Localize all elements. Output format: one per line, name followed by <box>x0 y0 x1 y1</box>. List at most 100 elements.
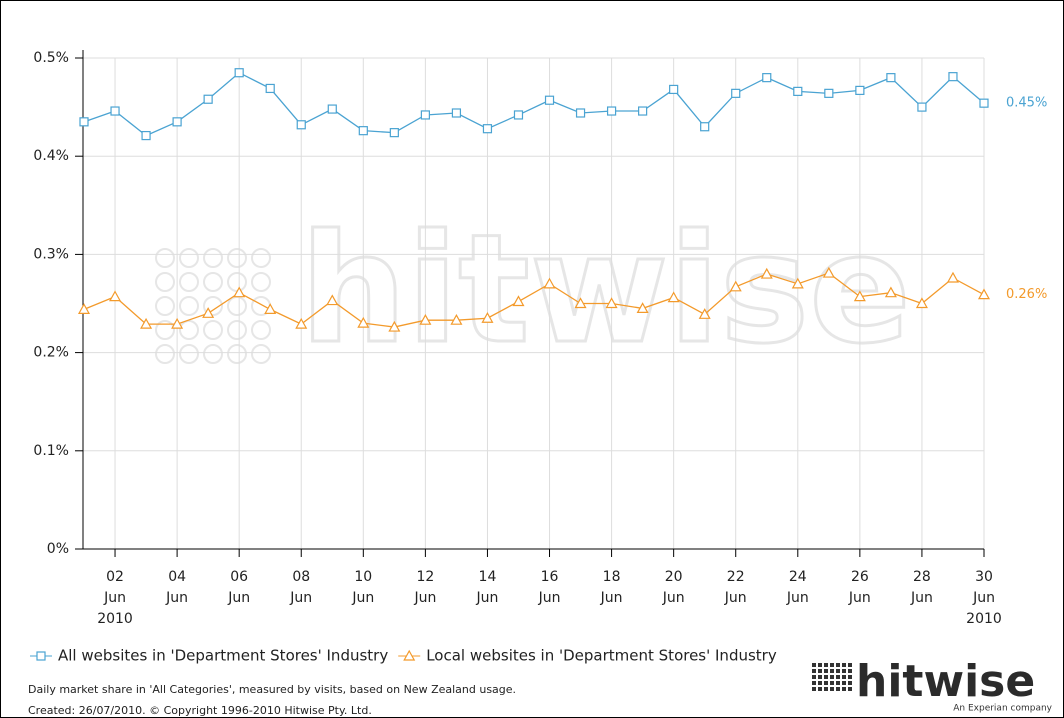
watermark-dot <box>227 344 247 364</box>
logo-dot <box>830 681 834 685</box>
x-tick-label: Jun <box>786 590 809 606</box>
series-line <box>83 71 985 137</box>
logo-dot <box>842 669 846 673</box>
x-tick-label: 16 <box>541 569 559 585</box>
logo-dot <box>818 681 822 685</box>
logo-dot <box>830 669 834 673</box>
x-tick-label: 10 <box>354 569 372 585</box>
x-tick-label: Jun <box>848 590 871 606</box>
logo-dot <box>842 681 846 685</box>
x-tick-label: Jun <box>103 590 126 606</box>
logo-dot <box>824 675 828 679</box>
logo-dot <box>830 675 834 679</box>
x-tick-label: Jun <box>538 590 561 606</box>
marker <box>172 117 182 127</box>
logo-dot <box>836 675 840 679</box>
watermark-dot <box>155 272 175 292</box>
marker <box>575 108 586 118</box>
x-tick-label: Jun <box>289 590 312 606</box>
x-tick-label: Jun <box>972 590 995 606</box>
marker <box>513 110 524 120</box>
logo-dot <box>818 669 822 673</box>
x-tick-label: Jun <box>476 590 499 606</box>
marker <box>403 649 416 661</box>
watermark-dot <box>155 296 175 316</box>
x-tick-label: 28 <box>913 569 931 585</box>
x-tick-label: 14 <box>479 569 497 585</box>
marker <box>729 280 742 292</box>
y-tick-label: 0.1% <box>33 443 69 459</box>
marker <box>884 286 897 298</box>
footnote: Daily market share in 'All Categories', … <box>28 683 516 696</box>
watermark-dot <box>251 320 271 340</box>
x-tick-label: 12 <box>416 569 434 585</box>
watermark-dot <box>203 248 223 268</box>
marker <box>141 130 151 141</box>
marker <box>667 291 680 303</box>
watermark-dot <box>203 320 223 340</box>
logo-dot <box>836 681 840 685</box>
watermark-dot <box>179 296 199 316</box>
marker <box>886 73 896 83</box>
watermark-dot <box>179 320 199 340</box>
logo-dot <box>848 669 852 673</box>
watermark-dot <box>251 344 271 364</box>
marker <box>234 68 244 78</box>
logo-dot <box>812 681 816 685</box>
marker <box>605 297 618 309</box>
x-tick-label: 26 <box>851 569 869 585</box>
marker <box>512 295 525 307</box>
x-tick-label: 02 <box>106 569 124 585</box>
marker <box>77 303 91 314</box>
marker <box>731 88 741 98</box>
marker <box>979 98 989 108</box>
marker <box>698 308 711 319</box>
watermark <box>155 248 271 364</box>
marker <box>388 320 401 332</box>
watermark-dot <box>227 248 247 268</box>
marker <box>853 290 866 302</box>
logo-dot <box>848 681 852 685</box>
marker <box>793 86 803 96</box>
x-tick-label: 18 <box>603 569 621 585</box>
logo-dot <box>818 675 822 679</box>
marker <box>762 73 772 83</box>
marker <box>358 126 368 136</box>
marker <box>295 317 308 329</box>
watermark-dot <box>155 320 175 340</box>
marker <box>419 313 432 325</box>
marker <box>636 302 649 314</box>
marker <box>824 88 834 98</box>
x-tick-label: Jun <box>227 590 250 606</box>
x-tick-label: 20 <box>665 569 683 585</box>
y-tick-label: 0% <box>47 541 69 557</box>
marker <box>79 117 89 127</box>
logo-dot <box>836 669 840 673</box>
x-tick-label: 08 <box>292 569 310 585</box>
marker <box>574 297 587 309</box>
x-tick-label: Jun <box>600 590 623 606</box>
marker <box>977 288 991 300</box>
marker <box>140 317 153 329</box>
watermark-dot <box>251 248 271 268</box>
marker <box>450 313 463 325</box>
marker <box>233 286 246 298</box>
marker <box>638 106 648 116</box>
marker <box>451 108 462 118</box>
watermark-dot <box>227 320 247 340</box>
logo-dot <box>836 687 840 691</box>
marker <box>326 294 339 306</box>
marker <box>109 290 122 302</box>
logo-dot <box>818 687 822 691</box>
watermark-dot <box>155 344 175 364</box>
marker <box>203 94 213 104</box>
marker <box>544 95 555 105</box>
marker <box>700 122 710 132</box>
watermark-dot <box>179 248 199 268</box>
marker <box>202 307 215 318</box>
logo-bg <box>806 658 1058 714</box>
marker <box>606 106 617 116</box>
logo-dot <box>836 663 840 667</box>
end-label: 0.26% <box>1006 287 1047 302</box>
